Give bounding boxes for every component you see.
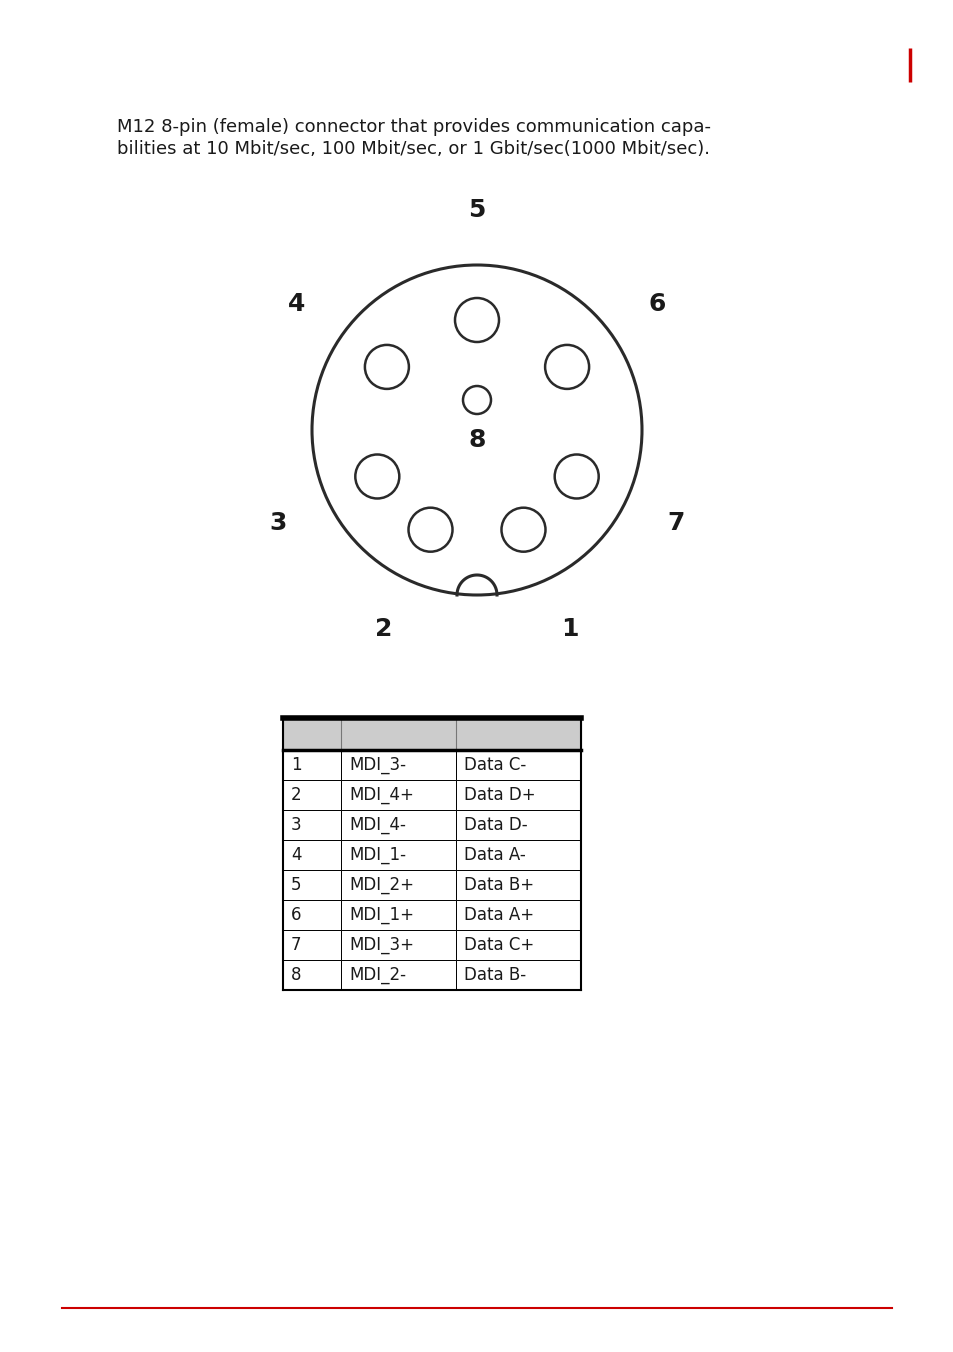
Bar	[340, 810, 456, 840]
Text: 5: 5	[468, 197, 485, 222]
Bar	[340, 900, 456, 930]
Bar	[340, 869, 456, 900]
Text: Data B+: Data B+	[463, 876, 534, 894]
Text: MDI_3+: MDI_3+	[349, 936, 414, 955]
Bar	[283, 930, 340, 960]
Text: 7: 7	[667, 511, 684, 535]
Text: 6: 6	[291, 906, 301, 923]
Bar	[340, 840, 456, 869]
Bar	[283, 718, 580, 750]
Text: 4: 4	[288, 292, 305, 316]
Text: 5: 5	[291, 876, 301, 894]
Text: Data A+: Data A+	[463, 906, 534, 923]
Bar	[283, 810, 340, 840]
Text: 3: 3	[269, 511, 286, 535]
Text: M12 8-pin (female) connector that provides communication capa-: M12 8-pin (female) connector that provid…	[117, 118, 710, 137]
Bar	[283, 780, 340, 810]
Text: bilities at 10 Mbit/sec, 100 Mbit/sec, or 1 Gbit/sec(1000 Mbit/sec).: bilities at 10 Mbit/sec, 100 Mbit/sec, o…	[117, 141, 709, 158]
Bar	[456, 780, 580, 810]
Text: 6: 6	[648, 292, 665, 316]
Bar	[456, 869, 580, 900]
Text: MDI_1-: MDI_1-	[349, 846, 406, 864]
Bar	[456, 930, 580, 960]
Bar	[283, 960, 340, 990]
Text: Data A-: Data A-	[463, 846, 525, 864]
Text: 1: 1	[560, 618, 578, 641]
Bar	[283, 750, 340, 780]
Bar	[456, 750, 580, 780]
Text: Data B-: Data B-	[463, 965, 525, 984]
Text: MDI_3-: MDI_3-	[349, 756, 406, 773]
Bar	[456, 960, 580, 990]
Text: MDI_4-: MDI_4-	[349, 817, 405, 834]
Bar	[283, 840, 340, 869]
Bar	[283, 900, 340, 930]
Bar	[283, 869, 340, 900]
Text: MDI_1+: MDI_1+	[349, 906, 414, 923]
Bar	[456, 840, 580, 869]
Bar	[340, 750, 456, 780]
Text: Data D+: Data D+	[463, 786, 535, 804]
Text: MDI_4+: MDI_4+	[349, 786, 414, 804]
Bar	[456, 810, 580, 840]
Text: Data C+: Data C+	[463, 936, 534, 955]
Bar	[340, 960, 456, 990]
Text: 8: 8	[468, 429, 485, 452]
Text: 2: 2	[291, 786, 301, 804]
Bar	[340, 780, 456, 810]
Text: 2: 2	[375, 618, 393, 641]
Text: 4: 4	[291, 846, 301, 864]
Text: MDI_2+: MDI_2+	[349, 876, 414, 894]
Text: Data C-: Data C-	[463, 756, 526, 773]
Bar	[456, 900, 580, 930]
Bar	[340, 930, 456, 960]
Text: Data D-: Data D-	[463, 817, 527, 834]
Text: MDI_2-: MDI_2-	[349, 965, 406, 984]
Text: 8: 8	[291, 965, 301, 984]
Text: 3: 3	[291, 817, 301, 834]
Text: 1: 1	[291, 756, 301, 773]
Text: 7: 7	[291, 936, 301, 955]
